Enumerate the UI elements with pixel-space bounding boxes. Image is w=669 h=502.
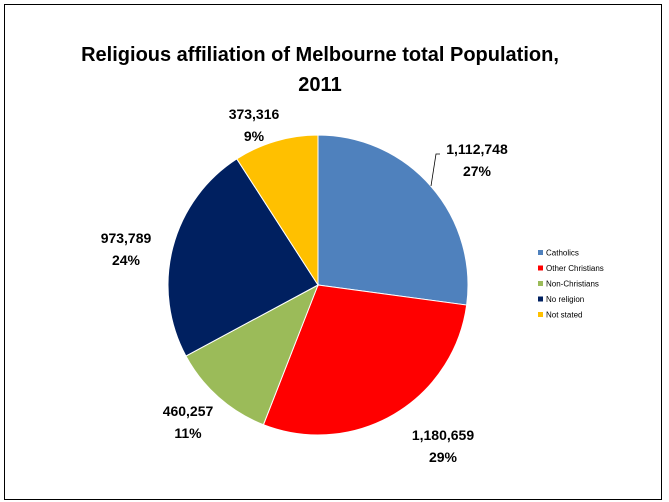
data-label-value-non-christians: 460,257 bbox=[163, 403, 214, 419]
leader-lines bbox=[430, 153, 440, 187]
chart-title-line-1: Religious affiliation of Melbourne total… bbox=[81, 44, 559, 66]
data-label-value-catholics: 1,112,748 bbox=[446, 141, 508, 157]
data-label-percent-non-christians: 11% bbox=[174, 425, 202, 441]
data-label-value-other-christians: 1,180,659 bbox=[412, 427, 474, 443]
data-label-percent-no-religion: 24% bbox=[112, 252, 141, 268]
data-label-percent-catholics: 27% bbox=[463, 163, 492, 179]
legend-swatch-not-stated bbox=[538, 312, 543, 317]
pie-slice-other-christians bbox=[262, 284, 468, 436]
legend-label-no-religion: No religion bbox=[546, 295, 584, 304]
legend-label-not-stated: Not stated bbox=[546, 311, 582, 320]
pie-slices bbox=[167, 134, 469, 436]
legend-label-other-christians: Other Christians bbox=[546, 264, 604, 273]
leader-line-catholics bbox=[430, 153, 440, 187]
data-label-value-not-stated: 373,316 bbox=[229, 106, 280, 122]
legend: Catholics Other Christians Non-Christians N… bbox=[538, 249, 604, 320]
legend-swatch-non-christians bbox=[538, 281, 543, 286]
legend-swatch-no-religion bbox=[538, 296, 543, 302]
legend-swatch-other-christians bbox=[538, 265, 543, 271]
data-labels: 1,112,748 27% 1,180,659 29% 460,257 11% 973,78… bbox=[101, 106, 508, 465]
pie-slice-not-stated bbox=[236, 134, 319, 287]
legend-swatch-catholics bbox=[538, 250, 543, 255]
pie-slice-catholics bbox=[317, 134, 469, 306]
legend-label-non-christians: Non-Christians bbox=[546, 280, 599, 289]
pie-slice-non-christians bbox=[185, 283, 319, 426]
legend-label-catholics: Catholics bbox=[546, 249, 579, 258]
data-label-value-no-religion: 973,789 bbox=[101, 230, 152, 246]
pie-slice-no-religion bbox=[167, 158, 319, 357]
data-label-percent-other-christians: 29% bbox=[429, 449, 458, 465]
chart-title-line-2: 2011 bbox=[298, 74, 342, 96]
chart-title: Religious affiliation of Melbourne total… bbox=[0, 40, 640, 100]
data-label-percent-not-stated: 9% bbox=[244, 128, 265, 144]
